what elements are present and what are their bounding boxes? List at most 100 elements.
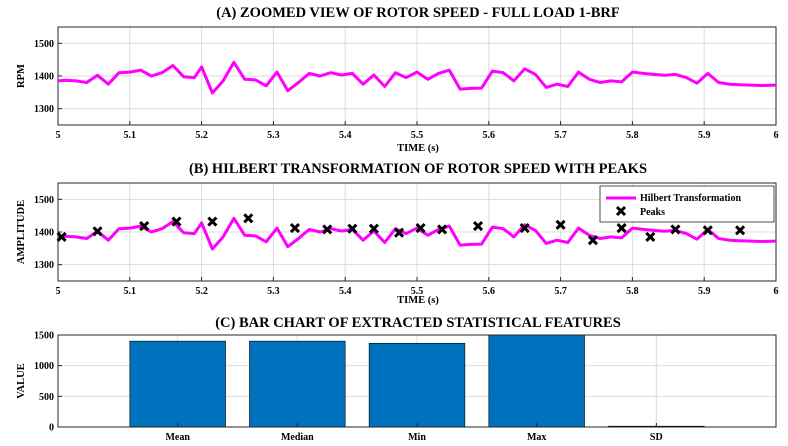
- x-tick-label: 5.1: [124, 130, 137, 141]
- peak-marker-stroke: [207, 216, 218, 227]
- peak-marker: [289, 223, 301, 234]
- panel-a-ticks: 5 5.1 5.2 5.3 5.4 5.5 5.6 5.7 5.8 5.9 6 1300 1400 150…: [34, 39, 779, 141]
- panel-c-ylabel: VALUE: [16, 363, 27, 398]
- panel-a-xlabel: TIME (s): [397, 143, 439, 154]
- panel-c-bars: [129, 334, 705, 428]
- panel-b-title: (B) HILBERT TRANSFORMATION OF ROTOR SPEE…: [189, 161, 647, 177]
- x-tick-label: 5.4: [339, 130, 352, 141]
- peak-marker-stroke: [735, 225, 746, 236]
- peak-marker-stroke: [616, 223, 627, 234]
- peak-marker-stroke: [139, 221, 150, 232]
- panel-b-ylabel: AMPLITUDE: [16, 200, 27, 264]
- y-tick-label: 1000: [34, 361, 54, 372]
- rotor-speed-line: [57, 60, 777, 95]
- peak-marker: [437, 224, 448, 235]
- peak-marker-stroke: [289, 223, 301, 234]
- x-tick-label: 5.3: [267, 130, 280, 141]
- panel-c-title: (C) BAR CHART OF EXTRACTED STATISTICAL F…: [215, 315, 621, 331]
- legend-entry-hilbert: Hilbert Transformation: [640, 193, 741, 204]
- y-tick-label: 1400: [34, 72, 54, 83]
- x-tick-label: 5.5: [411, 130, 424, 141]
- peak-marker-stroke: [322, 224, 333, 235]
- peak-marker-stroke: [472, 221, 484, 232]
- x-tick-label: 5.6: [483, 286, 496, 297]
- legend-entry-peaks: Peaks: [640, 207, 665, 218]
- legend-peak-marker: [615, 205, 627, 217]
- peak-marker-stroke: [368, 223, 379, 234]
- panel-c-bar-chart: (C) BAR CHART OF EXTRACTED STATISTICAL F…: [16, 315, 777, 444]
- y-tick-label: 1400: [34, 228, 54, 239]
- x-tick-label: 5.7: [554, 130, 567, 141]
- peak-marker-stroke: [243, 213, 254, 224]
- panel-c-ticks: 0 500 1000 1500 Mean Median Min Max SD: [34, 331, 663, 444]
- peak-marker: [92, 226, 103, 237]
- peak-marker: [670, 224, 681, 235]
- peak-marker-stroke: [437, 224, 448, 235]
- x-tick-label: 5.2: [195, 286, 208, 297]
- peak-marker: [207, 216, 218, 227]
- panel-b-xlabel: TIME (s): [397, 295, 439, 306]
- x-tick-label: 5.3: [267, 286, 280, 297]
- panel-b-hilbert: (B) HILBERT TRANSFORMATION OF ROTOR SPEE…: [16, 161, 779, 306]
- peak-marker: [322, 224, 333, 235]
- x-tick-label: 5.8: [626, 286, 639, 297]
- legend-box: [599, 185, 775, 223]
- x-tick-label: 5.6: [483, 130, 496, 141]
- y-tick-label: 1500: [34, 195, 54, 206]
- panel-a-rotor-speed: (A) ZOOMED VIEW OF ROTOR SPEED - FULL LO…: [16, 5, 779, 154]
- panel-b-peaks: [56, 213, 746, 246]
- x-tick-label: 5.1: [124, 286, 137, 297]
- y-tick-label: 500: [39, 392, 54, 403]
- x-tick-label: SD: [650, 432, 663, 443]
- x-tick-label: 5.4: [339, 286, 352, 297]
- peak-marker-stroke: [347, 223, 358, 234]
- peak-marker: [616, 223, 627, 234]
- panel-a-title: (A) ZOOMED VIEW OF ROTOR SPEED - FULL LO…: [216, 5, 620, 21]
- peak-marker: [645, 231, 656, 242]
- panel-a-series: [57, 60, 777, 95]
- x-tick-label: Max: [527, 432, 546, 443]
- peak-marker: [243, 213, 254, 224]
- x-tick-label: 5.9: [698, 130, 711, 141]
- peak-marker-stroke: [587, 235, 598, 246]
- peak-marker: [139, 221, 150, 232]
- panel-b-legend: Hilbert Transformation Peaks: [599, 185, 775, 223]
- peak-marker-stroke: [519, 223, 530, 234]
- peak-marker: [171, 216, 182, 227]
- x-tick-label: 5: [56, 130, 61, 141]
- x-tick-label: 6: [774, 286, 779, 297]
- peak-marker-stroke: [171, 216, 182, 227]
- peak-marker-stroke: [415, 223, 426, 234]
- x-tick-label: 5.9: [698, 286, 711, 297]
- y-tick-label: 1500: [34, 39, 54, 50]
- panel-a-ylabel: RPM: [16, 64, 27, 88]
- panel-b-ticks: 5 5.1 5.2 5.3 5.4 5.5 5.6 5.7 5.8 5.9 6 1300 1400 150…: [34, 195, 779, 297]
- x-tick-label: 6: [774, 130, 779, 141]
- y-tick-label: 1500: [34, 331, 54, 342]
- x-tick-label: 5.8: [626, 130, 639, 141]
- peak-marker: [472, 221, 484, 232]
- x-tick-label: 5: [56, 286, 61, 297]
- peak-marker-stroke: [670, 224, 681, 235]
- peak-marker: [368, 223, 379, 234]
- peak-marker-stroke: [555, 219, 566, 230]
- peak-marker-stroke: [92, 226, 103, 237]
- peak-marker: [415, 223, 426, 234]
- x-tick-label: 5.5: [411, 286, 424, 297]
- y-tick-label: 1300: [34, 260, 54, 271]
- peak-marker: [587, 235, 598, 246]
- peak-marker-stroke: [56, 231, 67, 242]
- bar-median: [249, 340, 346, 428]
- bar-mean: [129, 340, 226, 428]
- x-tick-label: Mean: [165, 432, 190, 443]
- y-tick-label: 0: [49, 423, 54, 434]
- peak-marker: [555, 219, 566, 230]
- x-tick-label: 5.2: [195, 130, 208, 141]
- bar-max: [488, 334, 585, 428]
- peak-marker: [347, 223, 358, 234]
- peak-marker: [702, 225, 713, 236]
- peak-marker-stroke: [702, 225, 713, 236]
- x-tick-label: Median: [281, 432, 314, 443]
- peak-marker-stroke: [393, 227, 405, 238]
